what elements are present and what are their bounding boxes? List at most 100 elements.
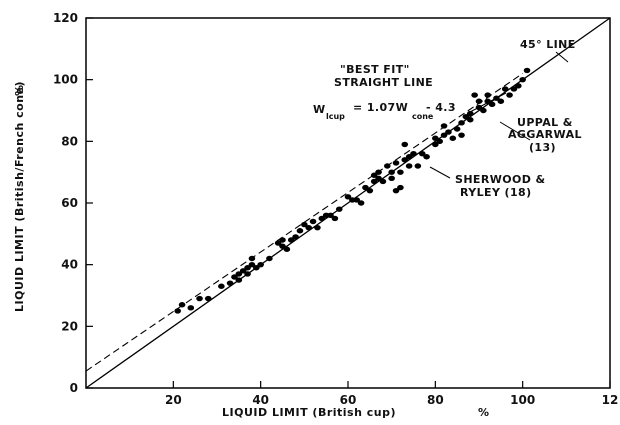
data-point	[218, 283, 225, 289]
data-point	[466, 117, 474, 123]
data-point	[458, 120, 465, 126]
data-point	[436, 138, 444, 145]
annotation-equation-rest: = 1.07W	[353, 101, 408, 114]
data-point	[283, 246, 291, 252]
y-axis-unit-group: %	[13, 84, 26, 96]
data-point	[397, 169, 404, 175]
data-point	[458, 132, 465, 138]
x-tick-label: 20	[165, 393, 182, 407]
annotation-uppal-1: UPPAL &	[517, 116, 573, 129]
data-point	[414, 163, 422, 169]
data-point	[510, 86, 518, 92]
x-axis-title: LIQUID LIMIT (British cup)	[222, 406, 396, 419]
data-point	[410, 150, 417, 157]
data-point	[423, 154, 430, 160]
data-point	[196, 295, 203, 302]
x-axis-unit: %	[478, 406, 490, 419]
data-point	[244, 271, 251, 277]
annotation-equation-sub1: lcup	[326, 112, 345, 121]
data-point	[440, 132, 448, 138]
annotation-sherwood-1: SHERWOOD &	[455, 173, 546, 186]
data-point	[327, 212, 334, 219]
y-tick-label: 20	[61, 319, 78, 333]
data-point	[187, 305, 195, 311]
data-point	[231, 274, 238, 280]
y-tick-label: 80	[61, 134, 78, 148]
x-tick-label: 60	[340, 393, 357, 407]
data-point	[432, 141, 439, 148]
data-point	[471, 92, 478, 98]
x-tick-label: 12	[602, 393, 619, 407]
annotation-best-fit-2: STRAIGHT LINE	[334, 76, 433, 89]
data-point	[239, 268, 247, 274]
x-tick-label: 80	[427, 393, 444, 407]
y-axis-ticks: 0 20 40 60 80 100 120	[53, 11, 93, 395]
data-point	[375, 175, 382, 182]
data-point	[174, 308, 181, 314]
data-point	[515, 83, 522, 89]
data-point	[248, 255, 256, 262]
data-point	[318, 215, 326, 222]
data-point	[226, 280, 234, 286]
y-tick-label: 120	[53, 11, 78, 25]
annotation-uppal-2: AGGARWAL	[508, 128, 582, 141]
data-point	[519, 76, 526, 83]
annotation-best-fit-1: "BEST FIT"	[340, 63, 410, 76]
data-point	[235, 271, 243, 277]
annotation-sherwood-2: RYLEY (18)	[460, 186, 532, 199]
y-axis-title: LIQUID LIMIT (British/French cone)	[13, 81, 26, 312]
data-point	[388, 169, 395, 175]
annotation-45-line: 45° LINE	[520, 38, 576, 51]
data-point	[453, 126, 461, 132]
leader-uppal	[499, 121, 531, 141]
data-point	[440, 123, 448, 129]
data-point	[397, 184, 404, 191]
data-point	[401, 141, 409, 148]
data-point	[252, 265, 260, 271]
y-tick-label: 100	[53, 73, 78, 87]
data-point	[375, 169, 382, 175]
data-point	[501, 86, 509, 92]
data-point	[266, 255, 273, 262]
data-point	[235, 277, 243, 283]
data-point	[178, 302, 186, 308]
data-point	[370, 178, 378, 185]
annotation-equation-const: - 4.3	[426, 101, 456, 114]
data-point	[301, 221, 308, 228]
data-point	[392, 160, 400, 166]
annotation-equation-sub2: cone	[412, 112, 434, 121]
data-point	[449, 135, 457, 141]
data-point	[405, 154, 413, 160]
x-tick-label: 40	[252, 393, 269, 407]
y-axis-title-group: LIQUID LIMIT (British/French cone)	[13, 81, 26, 312]
data-point	[292, 234, 299, 240]
data-point	[445, 129, 452, 135]
data-points	[174, 67, 531, 314]
data-point	[331, 215, 339, 222]
data-point	[287, 237, 295, 243]
x-tick-label: 100	[510, 393, 535, 407]
data-point	[379, 178, 387, 185]
data-point	[257, 261, 264, 268]
data-point	[366, 187, 374, 194]
data-point	[274, 240, 282, 246]
data-point	[244, 265, 251, 271]
data-point	[523, 67, 531, 74]
x-axis-ticks: 20 40 60 80 100 12	[165, 381, 618, 407]
data-point	[305, 224, 313, 231]
data-point	[279, 243, 286, 249]
data-point	[484, 98, 492, 104]
y-tick-label: 0	[70, 381, 78, 395]
data-point	[497, 98, 505, 104]
y-tick-label: 60	[61, 196, 78, 210]
annotation-equation-w: W	[313, 103, 326, 116]
data-point	[388, 175, 395, 182]
data-point	[475, 98, 483, 104]
data-point	[314, 224, 321, 231]
leader-sherwood	[429, 166, 451, 179]
data-point	[248, 261, 256, 268]
y-tick-label: 40	[61, 258, 78, 272]
data-point	[480, 107, 487, 114]
leader-45-line	[555, 51, 569, 63]
